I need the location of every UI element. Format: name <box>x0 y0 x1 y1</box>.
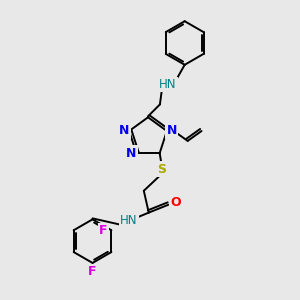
Text: F: F <box>99 224 108 237</box>
Text: N: N <box>167 124 177 137</box>
Text: S: S <box>157 163 166 176</box>
Text: O: O <box>170 196 181 209</box>
Text: N: N <box>126 147 136 160</box>
Text: F: F <box>88 266 97 278</box>
Text: HN: HN <box>120 214 138 227</box>
Text: N: N <box>119 124 129 137</box>
Text: HN: HN <box>159 78 177 91</box>
